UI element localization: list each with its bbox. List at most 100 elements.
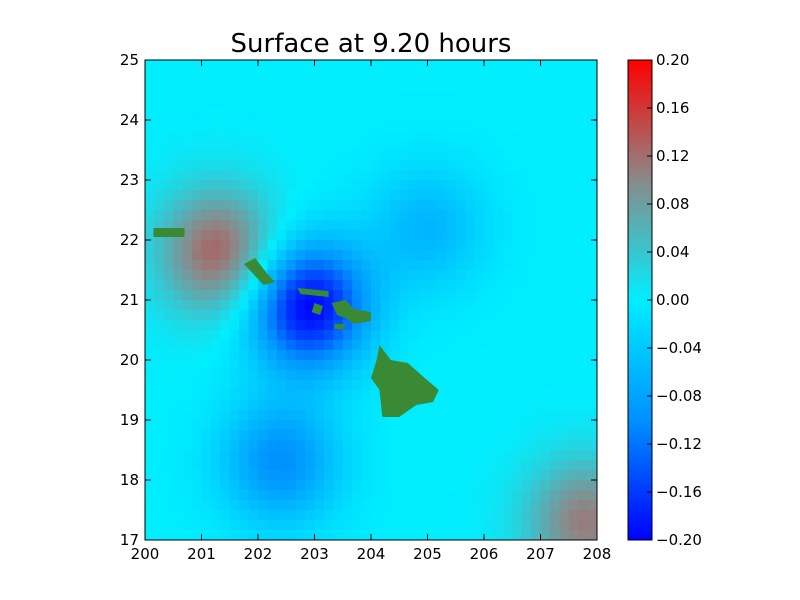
heatmap-cell (220, 160, 231, 171)
heatmap-cell (446, 190, 457, 201)
heatmap-cell (436, 110, 447, 121)
heatmap-cell (587, 530, 597, 540)
heatmap-cell (305, 160, 316, 171)
heatmap-cell (568, 430, 579, 441)
land-kahoolawe (334, 324, 346, 330)
heatmap-cell (239, 250, 250, 261)
heatmap-cell (380, 510, 391, 521)
heatmap-cell (484, 340, 495, 351)
heatmap-cell (568, 380, 579, 391)
heatmap-cell (352, 400, 363, 411)
heatmap-cell (531, 210, 542, 221)
heatmap-cell (361, 130, 372, 141)
heatmap-cell (229, 420, 240, 431)
heatmap-cell (229, 60, 240, 71)
heatmap-cell (258, 460, 269, 471)
heatmap-cell (455, 60, 466, 71)
heatmap-cell (380, 200, 391, 211)
heatmap-cell (305, 220, 316, 231)
heatmap-cell (192, 190, 203, 201)
heatmap-cell (305, 90, 316, 101)
heatmap-cell (540, 370, 551, 381)
heatmap-cell (427, 160, 438, 171)
heatmap-cell (145, 70, 156, 81)
heatmap-cell (389, 90, 400, 101)
heatmap-cell (474, 190, 485, 201)
heatmap-cell (145, 300, 156, 311)
heatmap-cell (408, 330, 419, 341)
heatmap-cell (286, 70, 297, 81)
heatmap-cell (314, 110, 325, 121)
heatmap-cell (512, 470, 523, 481)
heatmap-cell (371, 200, 382, 211)
heatmap-cell (399, 270, 410, 281)
heatmap-cell (154, 440, 165, 451)
heatmap-cell (192, 470, 203, 481)
heatmap-cell (502, 330, 513, 341)
y-tick-label: 23 (120, 171, 139, 189)
heatmap-cell (578, 270, 589, 281)
heatmap-cell (314, 190, 325, 201)
heatmap-cell (455, 380, 466, 391)
heatmap-cell (587, 470, 597, 481)
heatmap-cell (371, 310, 382, 321)
heatmap-cell (173, 430, 184, 441)
heatmap-cell (239, 470, 250, 481)
heatmap-cell (220, 490, 231, 501)
heatmap-cell (521, 70, 532, 81)
heatmap-cell (521, 350, 532, 361)
heatmap-cell (380, 90, 391, 101)
heatmap-cell (361, 420, 372, 431)
heatmap-cell (229, 200, 240, 211)
heatmap-cell (455, 140, 466, 151)
heatmap-cell (540, 310, 551, 321)
heatmap-cell (521, 270, 532, 281)
heatmap-cell (455, 270, 466, 281)
heatmap-cell (361, 460, 372, 471)
heatmap-cell (389, 480, 400, 491)
heatmap-cell (333, 290, 344, 301)
heatmap-cell (531, 250, 542, 261)
heatmap-cell (578, 60, 589, 71)
heatmap-cell (389, 310, 400, 321)
heatmap-cell (502, 460, 513, 471)
heatmap-cell (549, 220, 560, 231)
heatmap-cell (380, 440, 391, 451)
heatmap-cell (276, 400, 287, 411)
heatmap-cell (248, 490, 259, 501)
heatmap-cell (305, 110, 316, 121)
heatmap-cell (305, 460, 316, 471)
heatmap-cell (371, 460, 382, 471)
heatmap-cell (229, 470, 240, 481)
heatmap-cell (474, 310, 485, 321)
heatmap-cell (446, 490, 457, 501)
heatmap-cell (210, 300, 221, 311)
heatmap-cell (210, 240, 221, 251)
heatmap-cell (484, 490, 495, 501)
heatmap-cell (352, 60, 363, 71)
heatmap-cell (389, 250, 400, 261)
heatmap-cell (474, 210, 485, 221)
heatmap-cell (559, 480, 570, 491)
heatmap-cell (549, 120, 560, 131)
heatmap-cell (512, 90, 523, 101)
heatmap-cell (484, 120, 495, 131)
heatmap-cell (154, 200, 165, 211)
heatmap-cell (578, 110, 589, 121)
heatmap-cell (210, 140, 221, 151)
heatmap-cell (512, 330, 523, 341)
heatmap-cell (531, 160, 542, 171)
heatmap-cell (587, 80, 597, 91)
heatmap-cell (559, 230, 570, 241)
colorbar-tick-label: 0.08 (656, 195, 689, 213)
heatmap-cell (229, 230, 240, 241)
heatmap-cell (540, 490, 551, 501)
heatmap-cell (210, 350, 221, 361)
heatmap-cell (163, 250, 174, 261)
heatmap-cell (323, 60, 334, 71)
heatmap-cell (295, 470, 306, 481)
heatmap-cell (399, 130, 410, 141)
heatmap-cell (333, 480, 344, 491)
heatmap-cell (201, 60, 212, 71)
heatmap-cell (295, 310, 306, 321)
